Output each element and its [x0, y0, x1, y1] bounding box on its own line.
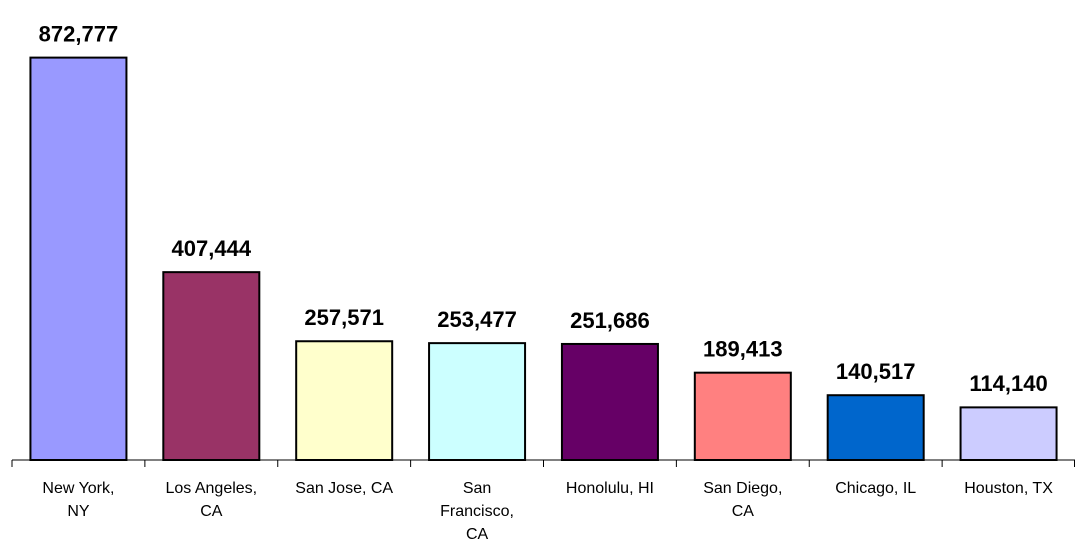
x-tick-label: Los Angeles, CA	[165, 480, 258, 520]
x-tick-label: San Francisco, CA	[440, 480, 514, 543]
bar	[428, 342, 527, 461]
bar	[295, 340, 394, 461]
value-label: 872,777	[39, 21, 119, 46]
bar	[29, 56, 128, 461]
bar	[693, 371, 792, 461]
bar	[959, 406, 1058, 462]
x-tick-label: Houston, TX	[964, 480, 1053, 497]
bar	[162, 271, 261, 462]
value-label: 189,413	[703, 336, 783, 361]
x-tick-label: Honolulu, HI	[565, 480, 654, 497]
value-label: 251,686	[570, 308, 650, 333]
value-label: 140,517	[836, 359, 916, 384]
value-label: 407,444	[172, 236, 252, 261]
x-tick-label: San Jose, CA	[295, 480, 394, 497]
value-label: 114,140	[969, 371, 1047, 396]
x-tick-label: San Diego, CA	[703, 480, 783, 520]
value-label: 257,571	[304, 305, 384, 330]
bar	[826, 394, 925, 461]
bar	[560, 342, 659, 461]
value-label: 253,477	[437, 307, 517, 332]
x-tick-label: Chicago, IL	[835, 480, 917, 497]
x-tick-label: New York, NY	[42, 480, 115, 520]
